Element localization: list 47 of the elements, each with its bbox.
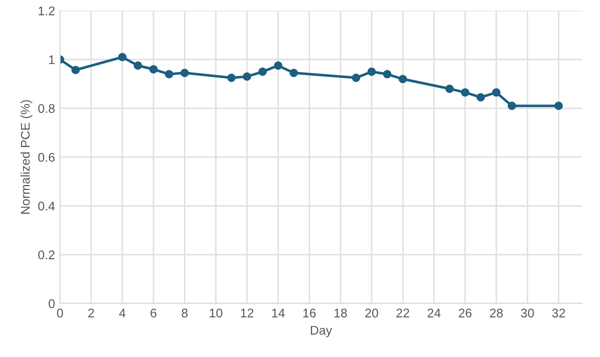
x-tick-label: 28 xyxy=(490,308,503,318)
y-axis-title: Normalized PCE (%) xyxy=(20,100,32,214)
point xyxy=(71,66,80,74)
x-tick-label: 16 xyxy=(303,308,316,318)
x-tick-label: 32 xyxy=(552,308,565,318)
point xyxy=(227,74,236,82)
y-tick-label: 1.2 xyxy=(38,6,55,16)
x-tick-label: 30 xyxy=(520,308,534,318)
x-tick-label: 10 xyxy=(210,308,222,318)
point xyxy=(164,70,174,78)
point xyxy=(134,61,142,70)
point xyxy=(258,68,267,76)
point xyxy=(242,72,252,81)
point xyxy=(445,84,454,93)
point xyxy=(398,74,407,84)
x-tick-label: 6 xyxy=(150,308,156,318)
x-tick-label: 12 xyxy=(240,308,254,318)
y-tick-label: 0.8 xyxy=(38,104,55,113)
y-tick-label: 0.2 xyxy=(38,250,55,260)
x-axis-title: Day xyxy=(310,326,332,338)
point xyxy=(352,74,360,82)
x-tick-label: 0 xyxy=(57,308,63,318)
x-tick-label: 20 xyxy=(365,308,378,318)
x-tick-label: 18 xyxy=(334,308,347,318)
point xyxy=(460,88,470,97)
point xyxy=(492,88,500,97)
point xyxy=(367,68,376,76)
point xyxy=(554,102,563,110)
y-tick-label: 0.4 xyxy=(38,202,55,211)
x-tick-label: 22 xyxy=(396,308,410,318)
point xyxy=(476,93,485,102)
y-tick-label: 1 xyxy=(49,55,55,64)
point xyxy=(383,70,392,78)
point xyxy=(180,68,189,78)
point xyxy=(508,102,516,110)
y-tick-label: 0.6 xyxy=(38,152,55,162)
x-tick-label: 4 xyxy=(119,308,126,318)
y-tick-label: 0 xyxy=(48,299,55,308)
point xyxy=(149,65,158,74)
point xyxy=(290,68,298,78)
point xyxy=(118,52,126,62)
x-tick-label: 8 xyxy=(182,308,188,318)
x-tick-label: 24 xyxy=(428,308,441,318)
x-tick-label: 2 xyxy=(88,308,94,318)
x-tick-label: 14 xyxy=(272,308,285,318)
x-tick-label: 26 xyxy=(458,308,472,318)
point xyxy=(274,61,282,70)
